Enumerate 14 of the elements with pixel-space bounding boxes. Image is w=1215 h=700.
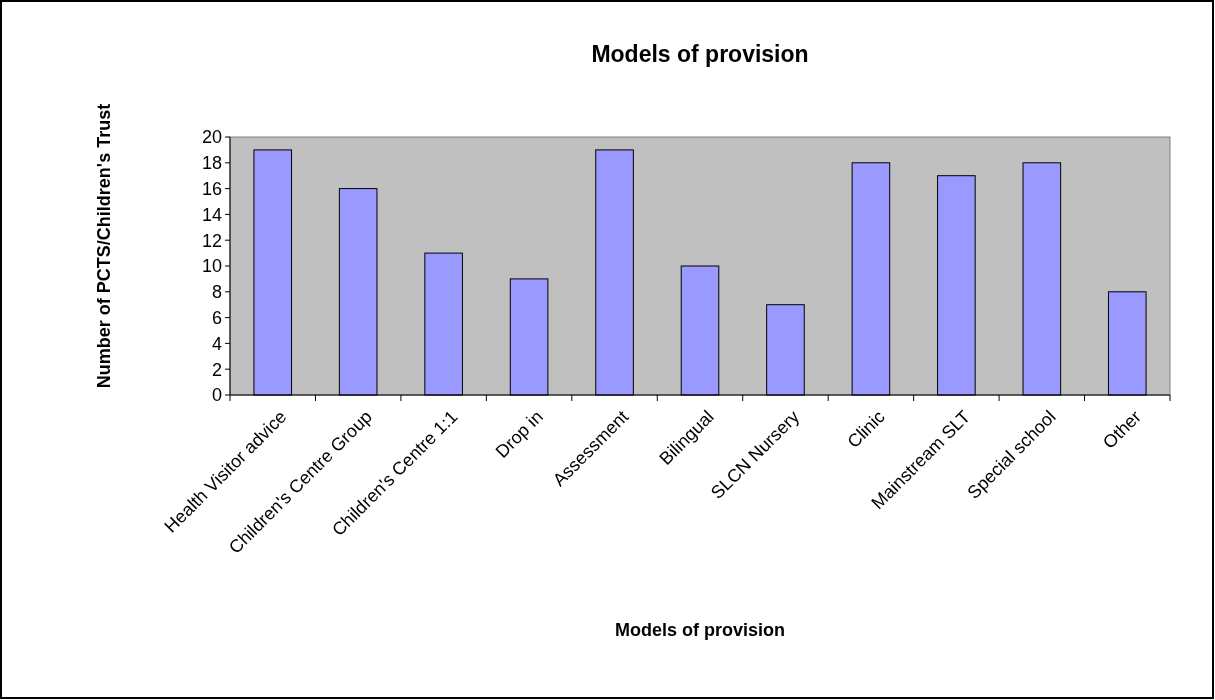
y-tick-label: 20 xyxy=(201,127,222,148)
y-tick-label: 18 xyxy=(201,153,222,174)
y-tick-label: 2 xyxy=(211,359,222,380)
y-axis-title: Number of PCTS/Children's Trust xyxy=(94,103,114,389)
y-tick-label: 14 xyxy=(201,204,222,225)
x-axis-title: Models of provision xyxy=(614,620,786,640)
y-tick-label: 0 xyxy=(211,385,222,406)
chart-title: Models of provision xyxy=(591,41,809,67)
y-tick-label: 6 xyxy=(211,307,222,328)
y-tick-label: 10 xyxy=(201,256,222,277)
y-tick-label: 12 xyxy=(201,230,222,251)
y-tick-label: 8 xyxy=(211,282,222,303)
y-tick-label: 16 xyxy=(201,178,222,199)
y-tick-label: 4 xyxy=(211,333,222,354)
